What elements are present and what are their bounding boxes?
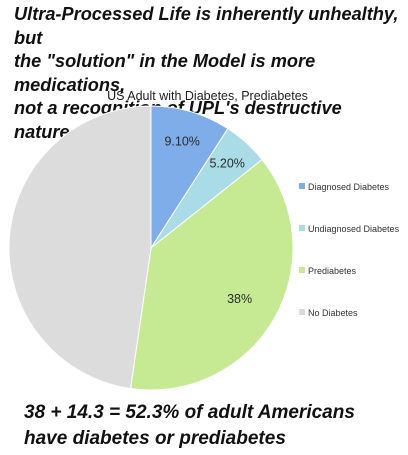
slice-labels: 9.10% 5.20% 38% <box>164 135 252 306</box>
slice-label: 5.20% <box>209 157 244 171</box>
pie-slice-diagnosed-diabetes <box>150 105 229 250</box>
pie-slices <box>8 105 294 391</box>
slice-label: 38% <box>227 292 252 306</box>
legend-label: No Diabetes <box>308 308 358 318</box>
pie-slice-prediabetes <box>129 158 294 391</box>
legend-label: Diagnosed Diabetes <box>308 182 390 192</box>
legend: Diagnosed Diabetes Undiagnosed Diabetes Pr… <box>299 182 400 318</box>
legend-swatch <box>299 225 305 231</box>
legend-label: Prediabetes <box>308 266 357 276</box>
pie-slice-no-diabetes <box>8 105 152 390</box>
legend-swatch <box>299 309 305 315</box>
legend-swatch <box>299 267 305 273</box>
slice-label: 9.10% <box>164 135 199 149</box>
headline: Ultra-Processed Life is inherently unhea… <box>14 4 399 142</box>
legend-swatch <box>299 183 305 189</box>
conclusion-text: 38 + 14.3 = 52.3% of adult Americans hav… <box>24 402 355 449</box>
legend-label: Undiagnosed Diabetes <box>308 224 400 234</box>
chart-title: US Adult with Diabetes, Prediabetes <box>107 89 308 103</box>
